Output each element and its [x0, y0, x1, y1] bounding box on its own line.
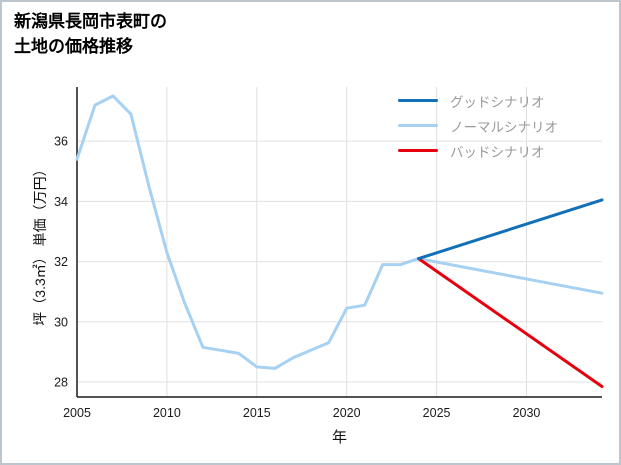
legend-item-bad-scenario: バッドシナリオ	[398, 142, 558, 160]
chart-title-line2: 土地の価格推移	[14, 36, 133, 56]
bad-scenario-line-swatch	[398, 148, 438, 153]
x-tick-label: 2020	[333, 406, 361, 420]
x-tick-label: 2030	[513, 406, 541, 420]
y-tick-label: 30	[54, 315, 68, 329]
chart-title: 新潟県長岡市表町の 土地の価格推移	[14, 10, 167, 59]
good-scenario-line-swatch	[398, 98, 438, 103]
x-axis-label: 年	[331, 429, 347, 446]
historical-line	[75, 94, 421, 370]
x-tick-label: 2005	[63, 406, 91, 420]
x-tick-label: 2010	[153, 406, 181, 420]
bad-line	[417, 257, 604, 388]
x-tick-label: 2025	[423, 406, 451, 420]
legend-item-good-scenario: グッドシナリオ	[398, 92, 558, 110]
y-tick-label: 36	[54, 135, 68, 149]
legend-label-good-scenario: グッドシナリオ	[450, 94, 545, 110]
y-tick-label: 32	[54, 255, 68, 269]
y-tick-label: 34	[54, 195, 68, 209]
chart-title-line1: 新潟県長岡市表町の	[14, 12, 167, 31]
legend: グッドシナリオ ノーマルシナリオ バッドシナリオ	[398, 92, 558, 160]
legend-label-bad-scenario: バッドシナリオ	[450, 144, 545, 160]
normal-line	[417, 257, 604, 295]
x-tick-label: 2015	[243, 406, 271, 420]
y-tick-label: 28	[54, 375, 68, 389]
good-line	[417, 198, 604, 261]
y-axis-label: 坪（3.3㎡） 単価（万円）	[32, 162, 48, 326]
legend-label-normal-scenario: ノーマルシナリオ	[450, 119, 558, 135]
legend-item-normal-scenario: ノーマルシナリオ	[398, 117, 558, 135]
normal-scenario-line-swatch	[398, 123, 438, 128]
